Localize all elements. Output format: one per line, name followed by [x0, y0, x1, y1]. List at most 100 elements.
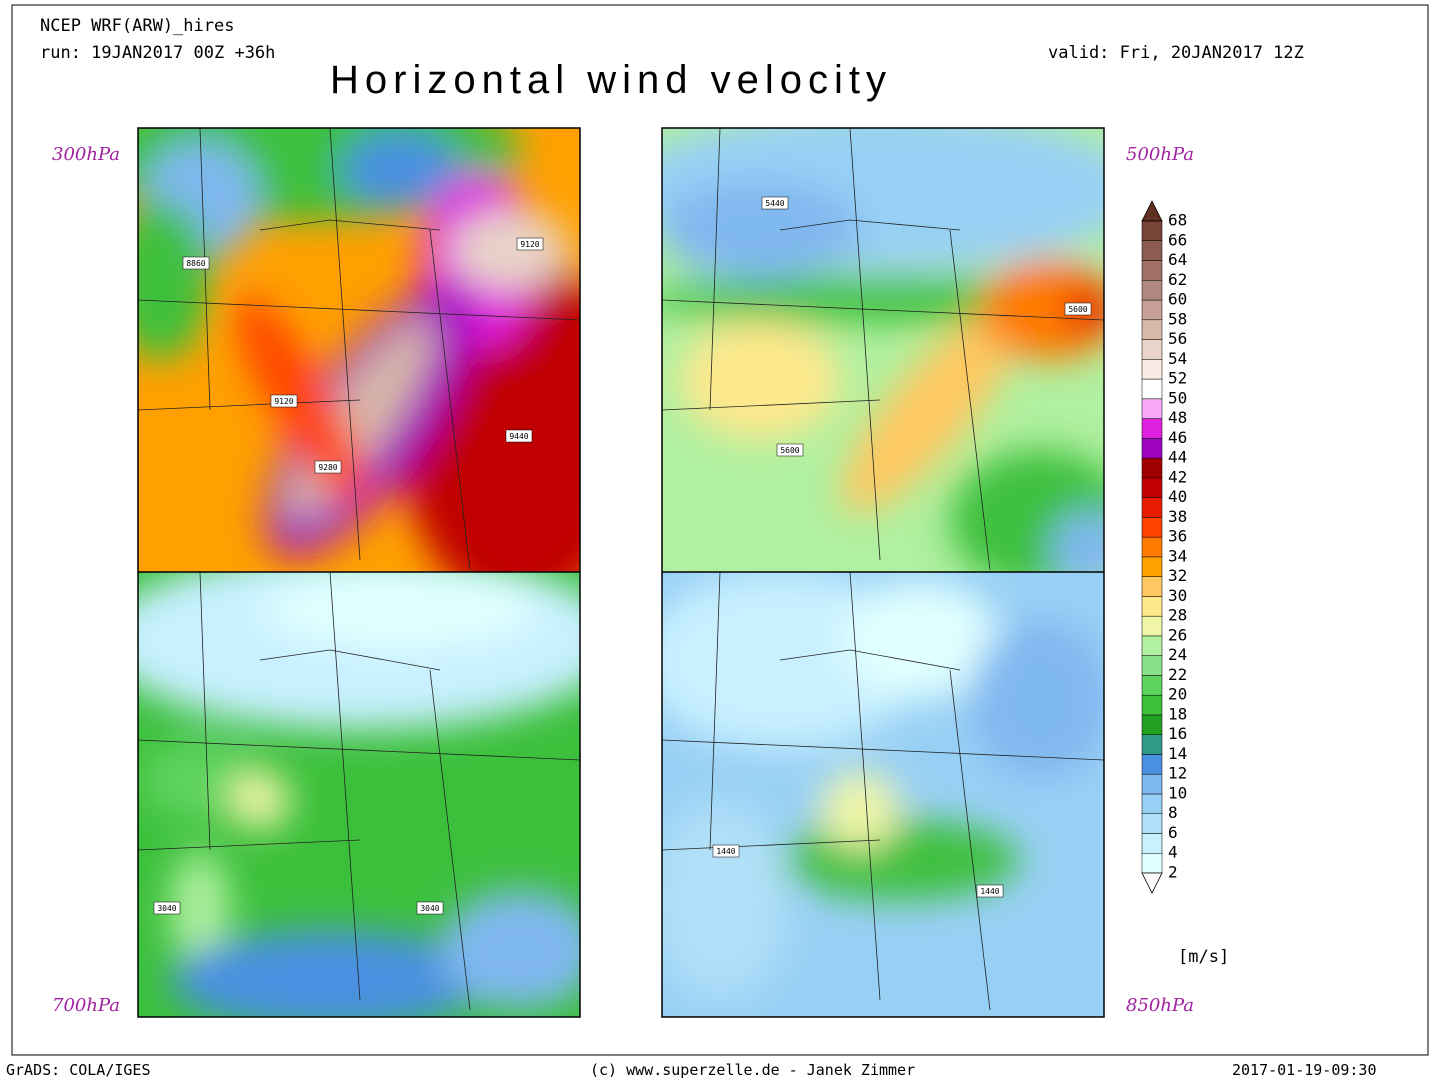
colorbar-swatch: [1141, 418, 1163, 439]
contour-label-box: [416, 901, 444, 915]
colorbar-label: 40: [1168, 487, 1187, 506]
contour-labels: 8860 9120 9120 9280 9440 5440 5600 5600 3040 3040…: [153, 196, 1092, 915]
colorbar-swatch: [1141, 517, 1163, 538]
colorbar-swatch: [1141, 240, 1163, 261]
colorbar-label: 32: [1168, 566, 1187, 585]
contour-label-box: [761, 196, 789, 210]
colorbar-swatch: [1141, 714, 1163, 735]
contour-label: 9280: [318, 463, 337, 472]
map-850hpa: [662, 572, 1104, 1017]
colorbar-label: 28: [1168, 606, 1187, 625]
contour-label-box: [182, 256, 210, 270]
colorbar-label: 16: [1168, 724, 1187, 743]
unit: [m/s]: [1178, 947, 1229, 967]
contour-label: 9120: [274, 397, 293, 406]
colorbar-label: 68: [1168, 211, 1187, 230]
contour-label: 3040: [157, 904, 176, 913]
contour-label: 5440: [765, 199, 784, 208]
level-label: 300hPa: [52, 144, 120, 165]
colorbar-swatch: [1141, 497, 1163, 518]
colorbar-swatch: [1141, 398, 1163, 419]
colorbar-swatch: [1141, 615, 1163, 637]
colorbar-label: 52: [1168, 369, 1187, 388]
colorbar-label: 54: [1168, 349, 1187, 368]
colorbar-swatch: [1141, 457, 1163, 479]
colorbar-swatch: [1141, 359, 1163, 380]
colorbar-label: 22: [1168, 665, 1187, 684]
colorbar-label: 60: [1168, 290, 1187, 309]
colorbar-swatch: [1141, 635, 1163, 656]
colorbar-label: 26: [1168, 625, 1187, 644]
colorbar-swatch: [1141, 754, 1163, 775]
contour-label-box: [153, 901, 181, 915]
level-label: 850hPa: [1126, 995, 1194, 1016]
colorbar-swatch: [1141, 833, 1163, 854]
colorbar-swatch: [1141, 438, 1163, 459]
colorbar-label: 38: [1168, 507, 1187, 526]
map-300hpa: [138, 128, 580, 572]
colorbar-swatch: [1141, 734, 1163, 755]
colorbar-swatch: [1141, 477, 1163, 498]
colorbar-label: 62: [1168, 270, 1187, 289]
colorbar-label: 10: [1168, 783, 1187, 802]
contour-label: 1440: [716, 847, 735, 856]
colorbar-swatch: [1141, 655, 1163, 676]
colorbar-swatch: [1141, 556, 1163, 577]
colorbar-swatch: [1141, 813, 1163, 834]
colorbar-label: 6: [1168, 823, 1178, 842]
colorbar-swatch: [1141, 536, 1163, 558]
frame: [11, 4, 1429, 1056]
colorbar-label: 18: [1168, 704, 1187, 723]
contour-label-box: [516, 237, 544, 251]
run-time: run: 19JAN2017 00Z +36h: [40, 43, 275, 63]
colorbar-swatch: [1141, 319, 1163, 340]
level-label: 700hPa: [52, 995, 120, 1016]
contour-label-box: [712, 844, 740, 858]
colorbar-swatch: [1141, 694, 1163, 716]
map-700hpa: [138, 572, 580, 1017]
colorbar-swatch: [1141, 773, 1163, 795]
panel-borders: [137, 127, 1105, 1018]
colorbar-label: 30: [1168, 586, 1187, 605]
colorbar-label: 56: [1168, 329, 1187, 348]
colorbar-label: 8: [1168, 803, 1178, 822]
colorbar-label: 66: [1168, 230, 1187, 249]
colorbar-label: 50: [1168, 388, 1187, 407]
colorbar-swatch: [1141, 339, 1163, 360]
footer-software: GrADS: COLA/IGES: [6, 1061, 151, 1079]
colorbar: 2468101214161820222426283032343638404244…: [1141, 200, 1187, 894]
colorbar-swatch: [1141, 596, 1163, 617]
contour-label-box: [976, 884, 1004, 898]
level-label: 500hPa: [1126, 144, 1194, 165]
colorbar-label: 24: [1168, 645, 1187, 664]
colorbar-label: 4: [1168, 843, 1178, 862]
colorbar-swatch: [1141, 675, 1163, 696]
contour-label-box: [505, 429, 533, 443]
contour-label: 1440: [980, 887, 999, 896]
contour-label-box: [270, 394, 298, 408]
footer-credit: (c) www.superzelle.de - Janek Zimmer: [590, 1061, 915, 1079]
colorbar-label: 46: [1168, 428, 1187, 447]
colorbar-label: 2: [1168, 863, 1178, 882]
contour-label-box: [314, 460, 342, 474]
valid-time: valid: Fri, 20JAN2017 12Z: [1048, 43, 1304, 63]
colorbar-label: 12: [1168, 764, 1187, 783]
colorbar-swatch: [1141, 260, 1163, 281]
colorbar-label: 48: [1168, 408, 1187, 427]
colorbar-swatch: [1141, 280, 1163, 301]
colorbar-swatch: [1141, 299, 1163, 321]
colorbar-swatch: [1141, 793, 1163, 814]
contour-label: 9440: [509, 432, 528, 441]
map-500hpa: [662, 128, 1104, 572]
colorbar-label: 34: [1168, 546, 1187, 565]
contour-label: 3040: [420, 904, 439, 913]
colorbar-swatch: [1141, 576, 1163, 597]
colorbar-label: 44: [1168, 448, 1187, 467]
colorbar-swatch: [1141, 378, 1163, 400]
colorbar-label: 14: [1168, 744, 1187, 763]
colorbar-label: 36: [1168, 527, 1187, 546]
colorbar-label: 20: [1168, 685, 1187, 704]
model-name: NCEP WRF(ARW)_hires: [40, 16, 234, 36]
contour-label: 5600: [1068, 305, 1087, 314]
